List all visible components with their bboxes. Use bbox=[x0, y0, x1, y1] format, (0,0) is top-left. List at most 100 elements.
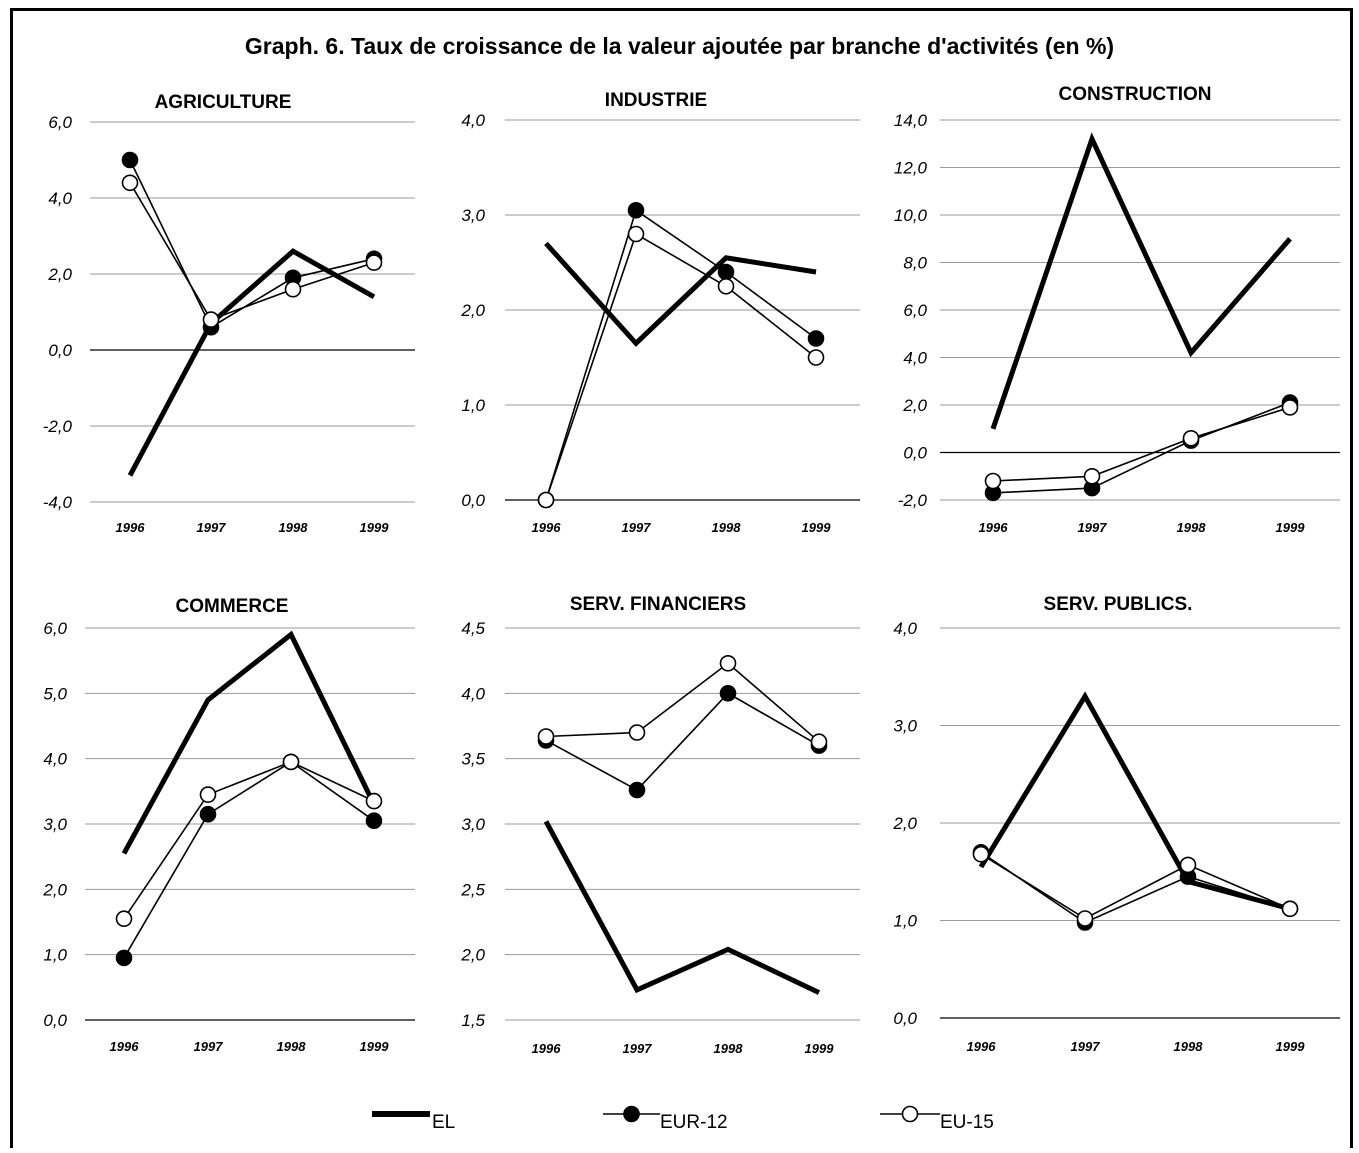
series-line-el bbox=[127, 248, 376, 477]
chart-title: COMMERCE bbox=[176, 596, 289, 617]
data-point-eu-15 bbox=[1179, 856, 1197, 874]
chart-title: INDUSTRIE bbox=[605, 90, 707, 111]
y-tick-label: 2,0 bbox=[460, 946, 485, 965]
series-line-el bbox=[544, 241, 817, 347]
chart-panel-2: INDUSTRIE 4,0 3,0 2,0 1,0 0,0 1996 1997 1998 1999 bbox=[460, 90, 860, 535]
y-tick-label: -2,0 bbox=[43, 417, 73, 436]
data-point-eu-15 bbox=[627, 225, 645, 243]
y-tick-label: 14,0 bbox=[894, 111, 928, 130]
y-tick-label: 1,0 bbox=[893, 912, 917, 931]
y-tick-label: 4,0 bbox=[893, 619, 917, 638]
chart-panel-3: CONSTRUCTION 14,0 12,0 10,0 8,0 6,0 4,0 2,0 0,0 -… bbox=[894, 84, 1340, 535]
y-tick-label: 6,0 bbox=[43, 619, 67, 638]
data-point-eu-15 bbox=[537, 728, 555, 745]
data-point-eur-12 bbox=[199, 805, 217, 823]
y-tick-label: 4,0 bbox=[43, 750, 67, 769]
y-tick-label: 3,0 bbox=[893, 717, 917, 736]
y-tick-label: 0,0 bbox=[461, 491, 485, 510]
x-tick-label: 1999 bbox=[805, 1041, 835, 1056]
series-line-eur-12 bbox=[980, 851, 1291, 924]
x-tick-label: 1999 bbox=[1276, 1039, 1306, 1054]
y-tick-label: 3,5 bbox=[461, 750, 485, 769]
series-line-el bbox=[121, 630, 377, 855]
legend-label: EUR-12 bbox=[660, 1112, 728, 1133]
series-line-eur-12 bbox=[123, 760, 375, 959]
main-title: Graph. 6. Taux de croissance de la valeu… bbox=[244, 33, 1115, 59]
x-tick-label: 1998 bbox=[1177, 520, 1207, 535]
y-tick-label: 8,0 bbox=[903, 254, 927, 273]
y-tick-label: 0,0 bbox=[903, 444, 927, 463]
data-point-eu-15 bbox=[365, 254, 383, 271]
data-point-eu-15 bbox=[1083, 467, 1101, 485]
chart-panel-1: AGRICULTURE 6,0 4,0 2,0 0,0 -2,0 -4,0 1996 1997 1… bbox=[43, 92, 415, 535]
chart-title: AGRICULTURE bbox=[155, 92, 292, 113]
data-point-eu-15 bbox=[810, 733, 828, 751]
chart-panel-6: SERV. PUBLICS. 4,0 3,0 2,0 1,0 0,0 1996 1997 199… bbox=[892, 594, 1340, 1054]
series-line-eu-15 bbox=[123, 761, 375, 920]
data-point-eu-15 bbox=[1182, 429, 1200, 447]
series-line-eu-15 bbox=[992, 406, 1291, 482]
data-point-eu-15 bbox=[1076, 910, 1094, 927]
series-line-el bbox=[978, 691, 1291, 912]
data-point-eu-15 bbox=[1281, 900, 1299, 918]
x-tick-label: 1996 bbox=[967, 1039, 997, 1054]
y-tick-label: 3,0 bbox=[43, 815, 67, 834]
data-point-eu-15 bbox=[537, 491, 555, 509]
x-tick-label: 1999 bbox=[360, 1039, 390, 1054]
legend-label: EU-15 bbox=[940, 1112, 994, 1133]
series-line-el bbox=[990, 132, 1292, 430]
x-tick-label: 1999 bbox=[360, 520, 390, 535]
data-point-eur-12 bbox=[628, 781, 646, 799]
y-tick-label: 2,0 bbox=[42, 880, 67, 899]
series-line-eu-15 bbox=[545, 662, 820, 743]
data-point-eur-12 bbox=[115, 949, 133, 967]
x-tick-label: 1997 bbox=[1071, 1039, 1101, 1054]
x-tick-label: 1997 bbox=[194, 1039, 224, 1054]
y-tick-label: 6,0 bbox=[48, 113, 72, 132]
legend-label: EL bbox=[432, 1112, 455, 1133]
data-point-eur-12 bbox=[627, 202, 645, 219]
y-tick-label: -2,0 bbox=[898, 491, 928, 510]
data-point-eu-15 bbox=[717, 277, 735, 295]
data-point-eu-15 bbox=[1281, 399, 1299, 416]
data-point-eu-15 bbox=[121, 174, 139, 192]
y-tick-label: 4,0 bbox=[461, 111, 485, 130]
data-point-eu-15 bbox=[365, 792, 383, 810]
data-point-eu-15 bbox=[719, 654, 737, 672]
x-tick-label: 1999 bbox=[802, 520, 832, 535]
y-tick-label: 0,0 bbox=[43, 1011, 67, 1030]
chart-title: SERV. FINANCIERS bbox=[570, 594, 746, 615]
y-tick-label: 2,0 bbox=[892, 814, 917, 833]
y-tick-label: 4,0 bbox=[461, 684, 485, 703]
y-tick-label: 3,0 bbox=[461, 206, 485, 225]
series-line-eu-15 bbox=[980, 853, 1291, 920]
x-tick-label: 1996 bbox=[110, 1039, 140, 1054]
x-tick-label: 1999 bbox=[1276, 520, 1306, 535]
data-point-eur-12 bbox=[807, 330, 825, 347]
series-line-eur-12 bbox=[545, 209, 817, 501]
data-point-eur-12 bbox=[365, 812, 383, 830]
x-tick-label: 1998 bbox=[712, 520, 742, 535]
y-tick-label: 3,0 bbox=[461, 815, 485, 834]
data-point-eu-15 bbox=[807, 349, 825, 366]
y-tick-label: 2,5 bbox=[460, 880, 485, 899]
data-point-eu-15 bbox=[199, 786, 217, 803]
x-tick-label: 1996 bbox=[532, 520, 562, 535]
x-tick-label: 1997 bbox=[1078, 520, 1108, 535]
y-tick-label: -4,0 bbox=[43, 493, 73, 512]
y-tick-label: 12,0 bbox=[894, 159, 928, 178]
series-line-eu-15 bbox=[129, 182, 375, 321]
x-tick-label: 1996 bbox=[116, 520, 146, 535]
data-point-eu-15 bbox=[115, 910, 133, 928]
y-tick-label: 5,0 bbox=[43, 684, 67, 703]
x-tick-label: 1998 bbox=[279, 520, 309, 535]
y-tick-label: 10,0 bbox=[894, 206, 928, 225]
series-line-el bbox=[543, 820, 821, 995]
x-tick-label: 1997 bbox=[622, 520, 652, 535]
chart-panel-5: SERV. FINANCIERS 4,5 4,0 3,5 3,0 2,5 2,0 1,5 199… bbox=[460, 594, 860, 1056]
y-tick-label: 2,0 bbox=[902, 396, 927, 415]
chart-title: CONSTRUCTION bbox=[1058, 84, 1211, 105]
data-point-eu-15 bbox=[984, 472, 1002, 490]
legend-swatch-marker bbox=[623, 1105, 640, 1123]
